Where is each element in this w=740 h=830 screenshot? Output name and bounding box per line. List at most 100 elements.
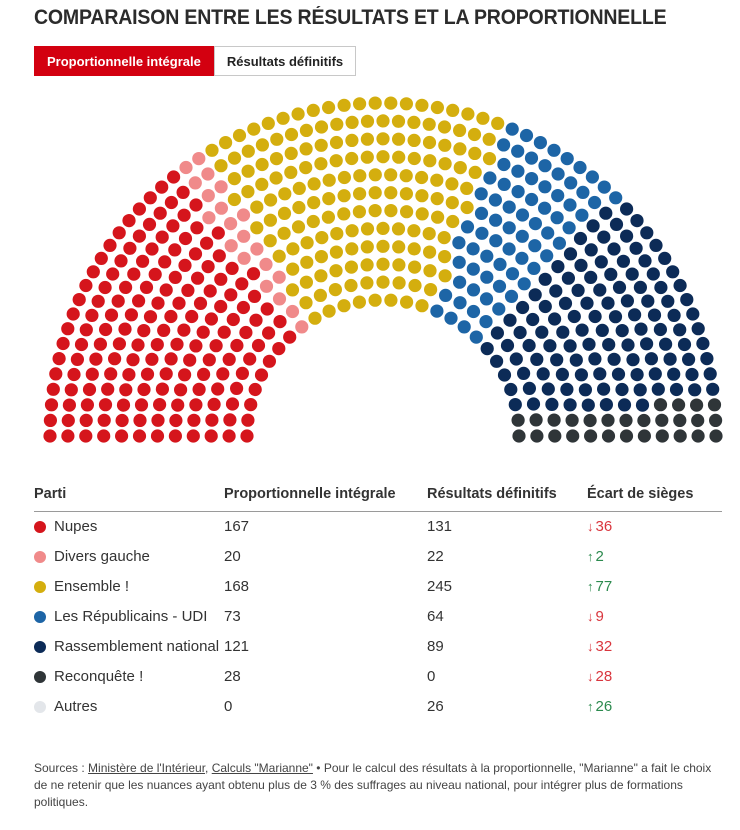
seat-dot [422,117,436,131]
seat-dot [438,138,452,152]
seat-dot [669,382,684,397]
seat-dot [588,309,602,324]
seat-dot [563,398,577,412]
seat-dot [104,367,118,381]
seat-dot [384,168,398,182]
seat-dot [503,313,517,327]
seat-dot [468,146,482,160]
seat-dot [437,120,452,134]
seat-dot [673,429,687,443]
seat-dot [230,381,244,395]
seat-dot [44,398,59,412]
sources-separator: , [205,761,212,775]
table-row: Reconquête ! 28 0 ↓ 28 [34,662,722,692]
seat-dot [438,250,452,264]
seat-dot [306,214,320,229]
seat-dot [189,398,203,412]
seat-dot [46,382,60,396]
seat-dot [453,161,467,175]
seat-delta: ↑ 26 [587,692,722,722]
seat-dot [445,196,459,210]
seat-dot [601,296,615,310]
seat-dot [345,115,359,129]
seat-dot [415,98,429,112]
hemicycle-chart [43,96,723,443]
seat-dot [538,272,552,286]
seat-dot [241,144,255,158]
seat-dot [224,288,238,302]
seat-dot [602,338,616,352]
seat-dot [515,208,530,222]
seat-dot [192,382,206,396]
seat-dot [235,277,249,291]
seat-dot [430,192,444,206]
seat-dot [112,337,126,351]
seat-dot [392,150,406,164]
seat-dot [132,429,147,443]
seat-dot [408,278,422,293]
seat-dot [700,352,714,366]
seat-dot [168,243,182,257]
seat-dot [122,368,136,382]
seat-dot [492,279,507,293]
seat-dot [98,280,112,295]
seat-dot [97,429,111,443]
seat-dot [430,173,444,187]
seat-dot [80,398,94,412]
seat-dot [511,185,525,199]
seat-dot [637,413,651,428]
source-link-ministere[interactable]: Ministère de l'Intérieur [88,761,206,775]
seat-dot [538,201,552,215]
tab-proportionnelle[interactable]: Proportionnelle intégrale [34,46,214,76]
seat-dot [384,204,398,218]
view-tabs: Proportionnelle intégrale Résultats défi… [34,46,357,76]
sources-note: Sources : Ministère de l'Intérieur, Calc… [34,760,724,811]
seat-dot [300,236,314,250]
seat-dot [185,309,199,324]
seat-dot [460,181,474,195]
seat-dot [172,296,186,310]
seat-dot [547,413,561,427]
seat-dot [308,311,322,325]
seat-dot [211,382,225,396]
seat-dot [314,269,328,283]
seat-dot [480,342,494,356]
seat-dot [673,278,687,293]
seat-dot [479,315,493,329]
seat-dot [547,143,561,157]
seat-dot [399,187,413,201]
source-link-marianne[interactable]: Calculs "Marianne" [211,761,313,775]
seat-dot [647,308,662,322]
seat-dot [469,330,483,344]
seat-dot [153,206,167,220]
tab-resultats[interactable]: Résultats définitifs [213,46,357,76]
seat-dot [251,338,266,353]
seat-dot [543,339,557,353]
seat-dot [453,275,467,289]
seat-dot [178,368,192,382]
seat-dot [270,132,284,146]
prop-seats: 168 [224,578,250,595]
seat-dot [211,226,225,240]
seat-dot [696,336,710,351]
seat-dot [593,283,607,297]
arrow-down-icon: ↓ [587,609,594,624]
seat-dot [563,339,577,353]
seat-dot [437,231,451,245]
seat-dot [299,275,313,289]
seat-dot [277,206,292,220]
seat-dot [261,116,275,130]
seat-dot [466,262,480,276]
seat-dot [204,429,218,443]
seat-dot [93,337,107,351]
seat-dot [655,413,669,427]
party-cell: Nupes [34,512,224,543]
seat-dot [575,323,589,337]
seat-dot [191,271,205,285]
seat-dot [189,339,203,353]
party-color-dot [34,611,46,623]
seat-dot [621,338,635,352]
prop-seats: 121 [224,638,250,655]
seat-dot [564,176,578,190]
seat-dot [143,310,158,324]
